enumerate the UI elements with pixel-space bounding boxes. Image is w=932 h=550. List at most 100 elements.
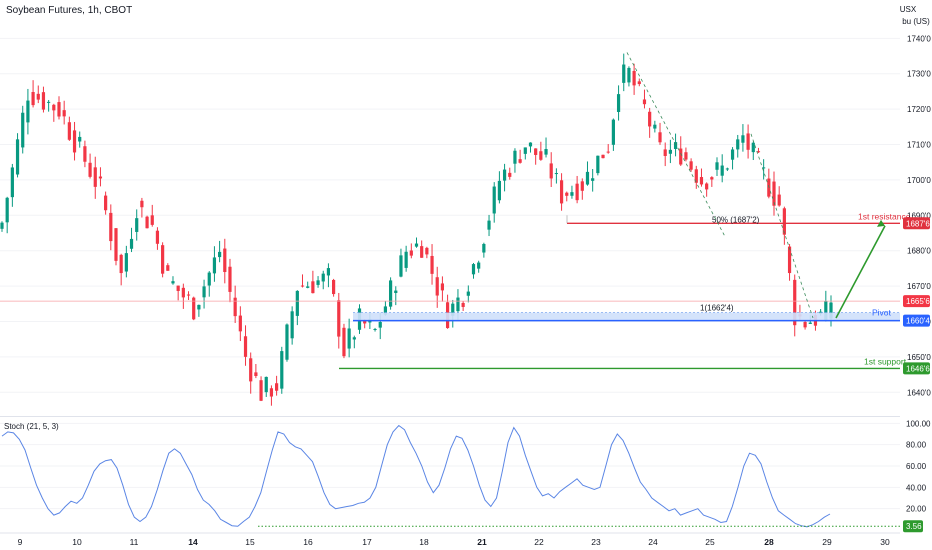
support-tag-bg bbox=[903, 362, 930, 375]
time-tick-label: 30 bbox=[880, 537, 890, 547]
time-tick-label: 17 bbox=[362, 537, 372, 547]
candle-body bbox=[632, 70, 636, 86]
candle-body bbox=[192, 297, 196, 320]
candle-body bbox=[197, 304, 201, 310]
levels-layer: Pivot 1(1662'4) 1st resistance 50% (1687'2)… bbox=[0, 52, 911, 370]
candle-body bbox=[673, 142, 678, 149]
candle-body bbox=[352, 337, 356, 340]
price-tick-label: 1640'0 bbox=[907, 388, 931, 397]
candle-body bbox=[243, 336, 248, 357]
candle-body bbox=[223, 248, 227, 273]
candle-body bbox=[363, 320, 367, 324]
candle-body bbox=[658, 132, 662, 143]
candle-body bbox=[373, 329, 377, 331]
candle-body bbox=[611, 119, 615, 145]
candle-body bbox=[591, 178, 595, 181]
resistance-tag-text: 1687'6 bbox=[906, 219, 930, 228]
pivot-tag: 1660'4 bbox=[903, 314, 930, 327]
candle-body bbox=[186, 294, 191, 296]
candle-body bbox=[316, 280, 320, 285]
candle-body bbox=[461, 302, 465, 307]
projection-arrowhead bbox=[877, 219, 885, 227]
candle-body bbox=[269, 388, 274, 397]
candle-body bbox=[425, 247, 429, 255]
pivot-label: Pivot bbox=[872, 308, 892, 318]
candle-body bbox=[440, 283, 445, 291]
candle-body bbox=[793, 279, 797, 326]
candle-body bbox=[684, 152, 688, 160]
candle-body bbox=[129, 238, 134, 249]
candle-body bbox=[52, 104, 56, 111]
candle-body bbox=[326, 268, 331, 276]
candle-body bbox=[280, 351, 284, 389]
candle-body bbox=[725, 168, 729, 170]
candle-body bbox=[171, 281, 175, 284]
projection-arrow-shaft bbox=[835, 225, 886, 319]
candle-body bbox=[176, 285, 180, 291]
time-axis[interactable]: 9 10 11 14 15 16 17 18 21 22 23 24 25 28 29 30 bbox=[0, 532, 900, 547]
support-tag-text: 1646'6 bbox=[906, 364, 930, 373]
candle-body bbox=[290, 311, 294, 339]
candle-body bbox=[694, 169, 698, 183]
pivot-tag-bg bbox=[903, 314, 930, 327]
candle-body bbox=[502, 169, 507, 181]
price-tick-label: 1670'0 bbox=[907, 282, 931, 291]
candle-body bbox=[736, 139, 740, 150]
unit-label[interactable]: bu (US) bbox=[902, 17, 930, 26]
candle-body bbox=[762, 167, 766, 169]
candle-body bbox=[21, 112, 25, 148]
candle-body bbox=[585, 171, 590, 185]
candle-body bbox=[212, 257, 217, 274]
candle-body bbox=[487, 220, 491, 230]
candle-body bbox=[518, 159, 522, 163]
candle-body bbox=[207, 272, 211, 286]
candle-body bbox=[47, 101, 51, 103]
candle-body bbox=[161, 245, 165, 274]
candle-body bbox=[300, 285, 305, 287]
candle-body bbox=[523, 147, 527, 154]
time-tick-label: 24 bbox=[648, 537, 658, 547]
price-axis[interactable]: 1640'01650'01660'01670'01680'01690'01700… bbox=[903, 34, 931, 397]
candle-body bbox=[337, 300, 341, 337]
resistance-tag: 1687'6 bbox=[903, 217, 930, 230]
candle-body bbox=[0, 222, 4, 229]
candle-body bbox=[306, 286, 310, 288]
price-grid bbox=[0, 37, 900, 393]
candle-body bbox=[580, 181, 584, 191]
candle-body bbox=[135, 218, 139, 232]
candle-body bbox=[482, 243, 486, 253]
stoch-value-tag-text: 3.56 bbox=[906, 522, 922, 531]
candle-body bbox=[570, 192, 574, 196]
candle-body bbox=[528, 142, 533, 147]
time-tick-label: 21 bbox=[477, 537, 487, 547]
candle-body bbox=[508, 172, 512, 177]
candle-body bbox=[150, 215, 154, 225]
candle-body bbox=[451, 303, 455, 316]
candle-body bbox=[233, 297, 237, 317]
resistance-label: 1st resistance bbox=[858, 211, 911, 221]
candle-body bbox=[787, 246, 792, 274]
time-tick-label: 14 bbox=[188, 537, 198, 547]
candle-body bbox=[565, 192, 569, 196]
candle-body bbox=[114, 228, 118, 261]
last-price-tag-bg bbox=[903, 295, 930, 308]
currency-label[interactable]: USX bbox=[900, 5, 917, 14]
candle-body bbox=[549, 163, 553, 179]
candle-body bbox=[238, 315, 242, 332]
candle-body bbox=[83, 146, 87, 162]
time-tick-label: 15 bbox=[245, 537, 255, 547]
candle-body bbox=[399, 255, 403, 277]
candle-body bbox=[145, 216, 149, 229]
stoch-axis[interactable]: 20.00 40.00 60.00 80.00 100.00 3.56 bbox=[903, 419, 931, 533]
candle-body bbox=[720, 165, 724, 176]
candle-body bbox=[259, 380, 263, 401]
price-tick-label: 1680'0 bbox=[907, 247, 931, 256]
pivot-zone bbox=[353, 312, 900, 321]
candle-body bbox=[88, 162, 92, 177]
candle-body bbox=[824, 301, 828, 321]
candle-body bbox=[699, 177, 704, 185]
candle-body bbox=[5, 197, 9, 223]
candle-body bbox=[275, 383, 279, 391]
resistance-tag-bg bbox=[903, 217, 930, 230]
